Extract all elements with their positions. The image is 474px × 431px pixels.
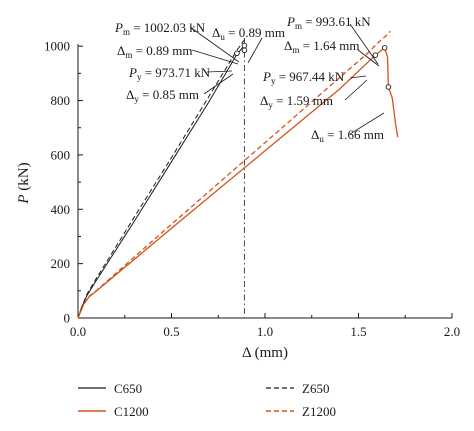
- leader-c1200-du: [349, 112, 385, 135]
- y-tick-label: 400: [51, 202, 71, 217]
- key-point-marker: [372, 52, 379, 58]
- annotation-leaders: [189, 23, 385, 135]
- key-point-marker: [241, 47, 248, 54]
- key-point-marker: [241, 42, 248, 49]
- leader-c1200-pm: [349, 23, 379, 65]
- legend-label-c650: C650: [114, 381, 142, 396]
- key-point-marker: [381, 45, 388, 51]
- leader-c1200-dy: [344, 79, 368, 101]
- series-line-c650: [77, 45, 245, 319]
- y-tick-label: 200: [51, 256, 71, 271]
- x-axis-label: Δ (mm): [242, 345, 288, 361]
- leader-c1200-py: [349, 75, 367, 79]
- marker-layer: [234, 42, 392, 90]
- annotations-c650: Pm = 1002.03 kN Δm = 0.89 mm Py = 973.71…: [114, 20, 285, 104]
- key-point-marker: [385, 84, 392, 90]
- x-tick-label: 1.0: [257, 324, 273, 339]
- x-tick-label: 0.0: [70, 324, 86, 339]
- leader-c650-py: [206, 70, 233, 73]
- leader-c650-du: [247, 37, 263, 64]
- c1200-du-label: Δu = 1.66 mm: [311, 127, 384, 144]
- leader-c650-pm: [189, 26, 240, 63]
- axis-ticks: 0.0 0.5 1.0 1.5 2.0 0 200 400 600 800 1000: [44, 39, 460, 339]
- series-line-z650: [77, 37, 247, 319]
- c1200-py-label: Py = 967.44 kN: [262, 69, 345, 86]
- c1200-pm-label: Pm = 993.61 kN: [286, 14, 371, 31]
- y-tick-label: 600: [51, 147, 71, 162]
- c650-du-label: Δu = 0.89 mm: [212, 25, 285, 42]
- series-line-z1200: [77, 30, 391, 319]
- legend: C650 Z650 C1200 Z1200: [78, 381, 336, 419]
- leader-c650-dy: [203, 73, 234, 95]
- key-point-marker: [234, 50, 240, 56]
- legend-label-c1200: C1200: [114, 404, 149, 419]
- c1200-dm-label: Δm = 1.64 mm: [284, 38, 359, 55]
- x-tick-label: 1.5: [350, 324, 366, 339]
- x-tick-label: 2.0: [444, 324, 460, 339]
- y-tick-label: 1000: [44, 39, 70, 54]
- c650-dm-label: Δm = 0.89 mm: [117, 43, 192, 60]
- legend-label-z1200: Z1200: [302, 404, 336, 419]
- c1200-dy-label: Δy = 1.59 mm: [260, 93, 333, 110]
- y-axis-label: P (kN): [16, 162, 32, 204]
- y-tick-label: 800: [51, 93, 71, 108]
- x-tick-label: 0.5: [163, 324, 179, 339]
- leader-c1200-dm: [357, 49, 380, 67]
- annotations-c1200: Pm = 993.61 kN Δm = 1.64 mm Py = 967.44 …: [260, 14, 384, 144]
- legend-label-z650: Z650: [302, 381, 329, 396]
- y-tick-label: 0: [64, 311, 71, 326]
- c650-py-label: Py = 973.71 kN: [128, 65, 211, 82]
- c650-dy-label: Δy = 0.85 mm: [126, 87, 199, 104]
- c650-pm-label: Pm = 1002.03 kN: [114, 20, 206, 37]
- series-layer: [77, 30, 399, 319]
- leader-c650-dm: [191, 49, 239, 65]
